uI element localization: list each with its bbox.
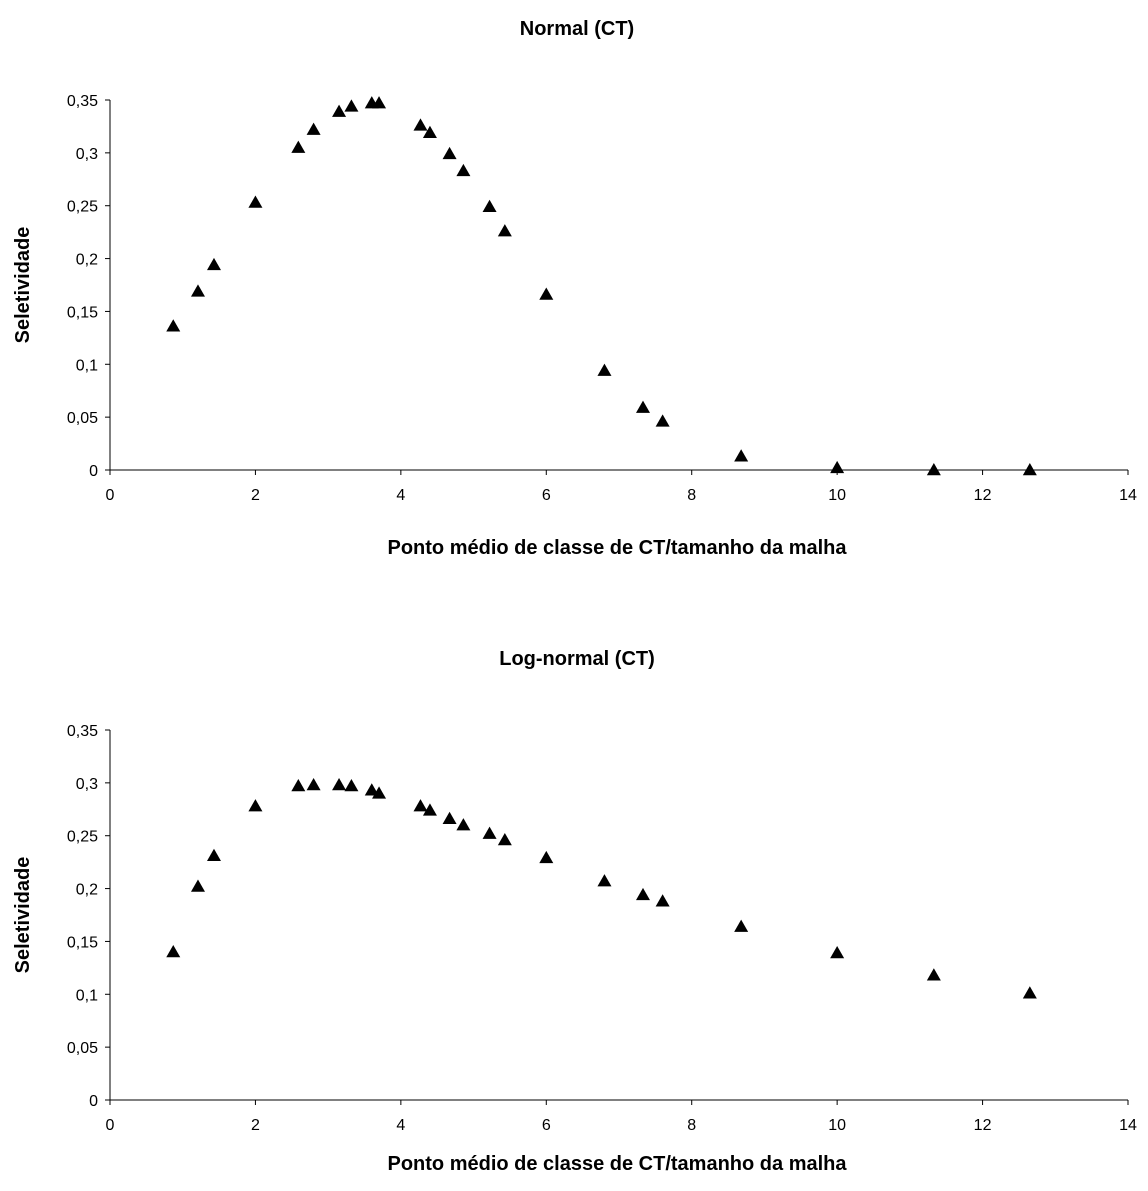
data-point-triangle bbox=[166, 945, 181, 958]
chart-title: Normal (CT) bbox=[520, 18, 634, 40]
data-point-triangle bbox=[926, 968, 941, 981]
y-tick-label: 0 bbox=[89, 463, 98, 480]
data-point-triangle bbox=[497, 224, 512, 237]
y-tick-label: 0,25 bbox=[67, 829, 98, 846]
data-points bbox=[166, 777, 1037, 999]
data-point-triangle bbox=[830, 946, 845, 959]
data-point-triangle bbox=[422, 125, 437, 139]
data-point-triangle bbox=[291, 140, 306, 153]
y-tick-label: 0,1 bbox=[76, 357, 98, 374]
data-point-triangle bbox=[539, 287, 554, 300]
data-point-triangle bbox=[372, 96, 387, 109]
data-point-triangle bbox=[655, 414, 670, 427]
x-tick-label: 8 bbox=[687, 487, 696, 504]
y-tick-label: 0,35 bbox=[67, 723, 98, 740]
x-ticks: 0 2 4 6 8 10 12 14 bbox=[106, 1117, 1137, 1134]
data-point-triangle bbox=[166, 319, 181, 332]
y-axis-label: Seletividade bbox=[12, 227, 34, 344]
data-point-triangle bbox=[306, 777, 321, 791]
y-tick-label: 0,3 bbox=[76, 146, 98, 163]
chart-title: Log-normal (CT) bbox=[499, 648, 655, 670]
data-point-triangle bbox=[344, 99, 359, 112]
data-points bbox=[166, 96, 1037, 476]
data-point-triangle bbox=[413, 799, 428, 812]
y-tick-label: 0,15 bbox=[67, 934, 98, 951]
data-point-triangle bbox=[734, 919, 749, 932]
y-tick-label: 0,25 bbox=[67, 199, 98, 216]
y-tick-label: 0,1 bbox=[76, 987, 98, 1004]
data-point-triangle bbox=[497, 832, 512, 846]
x-tick-label: 14 bbox=[1119, 1117, 1137, 1134]
x-tick-label: 2 bbox=[251, 1117, 260, 1134]
data-point-triangle bbox=[597, 363, 612, 376]
data-point-triangle bbox=[635, 887, 650, 901]
data-point-triangle bbox=[248, 195, 263, 208]
data-point-triangle bbox=[422, 803, 437, 816]
y-tick-label: 0,15 bbox=[67, 304, 98, 321]
data-point-triangle bbox=[1022, 463, 1037, 476]
chart-normal: Normal (CT) Seletividade Ponto médio de … bbox=[12, 18, 1137, 559]
data-point-triangle bbox=[655, 894, 670, 907]
x-ticks: 0 2 4 6 8 10 12 14 bbox=[106, 487, 1137, 504]
data-point-triangle bbox=[372, 786, 387, 799]
data-point-triangle bbox=[306, 122, 321, 135]
data-point-triangle bbox=[734, 449, 749, 462]
x-tick-label: 10 bbox=[828, 1117, 846, 1134]
x-tick-label: 0 bbox=[106, 487, 115, 504]
data-point-triangle bbox=[248, 799, 263, 812]
x-tick-label: 6 bbox=[542, 487, 551, 504]
y-tick-label: 0 bbox=[89, 1093, 98, 1110]
data-point-triangle bbox=[442, 811, 457, 825]
data-point-triangle bbox=[597, 874, 612, 887]
data-point-triangle bbox=[456, 818, 471, 831]
data-point-triangle bbox=[926, 463, 941, 476]
data-point-triangle bbox=[190, 284, 205, 297]
data-point-triangle bbox=[344, 779, 359, 792]
data-point-triangle bbox=[332, 777, 347, 791]
x-tick-label: 4 bbox=[396, 1117, 405, 1134]
y-axis-label: Seletividade bbox=[12, 857, 34, 974]
data-point-triangle bbox=[482, 826, 497, 839]
x-tick-label: 14 bbox=[1119, 487, 1137, 504]
data-point-triangle bbox=[206, 848, 221, 862]
data-point-triangle bbox=[291, 779, 306, 792]
data-point-triangle bbox=[332, 104, 347, 117]
y-ticks: 0 0,05 0,1 0,15 0,2 0,25 0,3 0,35 bbox=[67, 93, 98, 480]
x-tick-label: 8 bbox=[687, 1117, 696, 1134]
axes bbox=[105, 729, 1129, 1105]
data-point-triangle bbox=[1022, 986, 1037, 999]
y-tick-label: 0,05 bbox=[67, 1040, 98, 1057]
data-point-triangle bbox=[442, 146, 457, 160]
data-point-triangle bbox=[190, 879, 205, 892]
y-tick-label: 0,05 bbox=[67, 410, 98, 427]
x-tick-label: 12 bbox=[974, 487, 992, 504]
y-tick-label: 0,35 bbox=[67, 93, 98, 110]
chart-log-normal: Log-normal (CT) Seletividade Ponto médio… bbox=[12, 648, 1137, 1175]
x-tick-label: 0 bbox=[106, 1117, 115, 1134]
y-tick-label: 0,3 bbox=[76, 776, 98, 793]
data-point-triangle bbox=[364, 783, 379, 796]
x-tick-label: 4 bbox=[396, 487, 405, 504]
data-point-triangle bbox=[456, 163, 471, 177]
data-point-triangle bbox=[413, 118, 428, 131]
x-tick-label: 12 bbox=[974, 1117, 992, 1134]
x-axis-label: Ponto médio de classe de CT/tamanho da m… bbox=[388, 537, 848, 559]
x-tick-label: 10 bbox=[828, 487, 846, 504]
y-tick-label: 0,2 bbox=[76, 882, 98, 899]
data-point-triangle bbox=[635, 400, 650, 413]
data-point-triangle bbox=[206, 257, 221, 271]
x-tick-label: 2 bbox=[251, 487, 260, 504]
data-point-triangle bbox=[482, 199, 497, 213]
y-tick-label: 0,2 bbox=[76, 252, 98, 269]
x-tick-label: 6 bbox=[542, 1117, 551, 1134]
axes bbox=[105, 99, 1129, 475]
data-point-triangle bbox=[539, 850, 554, 864]
y-ticks: 0 0,05 0,1 0,15 0,2 0,25 0,3 0,35 bbox=[67, 723, 98, 1110]
data-point-triangle bbox=[830, 460, 845, 474]
x-axis-label: Ponto médio de classe de CT/tamanho da m… bbox=[388, 1153, 848, 1175]
